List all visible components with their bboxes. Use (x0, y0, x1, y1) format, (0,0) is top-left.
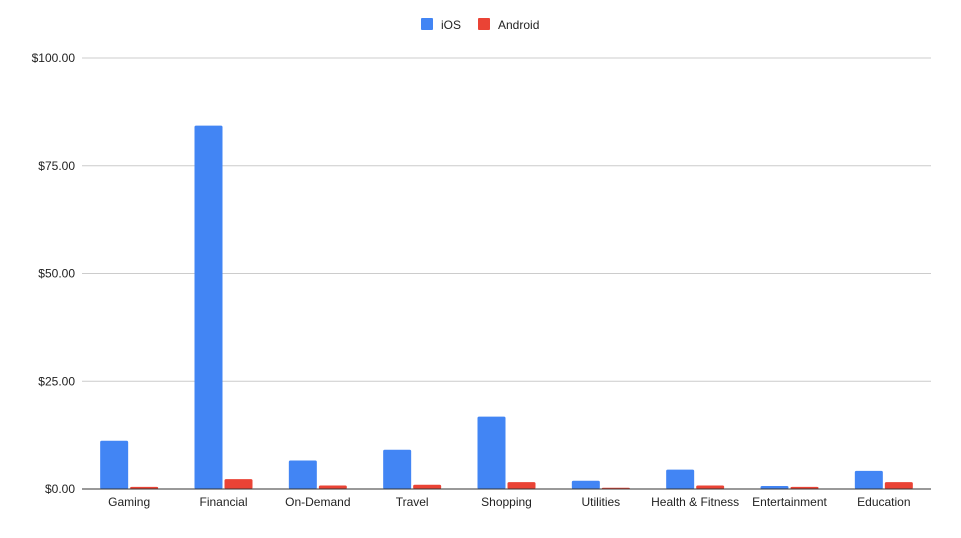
x-tick-label: Gaming (108, 495, 150, 509)
x-tick-label: Shopping (481, 495, 532, 509)
bar-android-education (884, 482, 913, 489)
bar-ios-shopping (477, 416, 506, 489)
y-tick-label: $0.00 (45, 482, 75, 496)
bar-ios-health-fitness (666, 469, 695, 489)
x-tick-label: Health & Fitness (651, 495, 739, 509)
bar-android-entertainment (790, 486, 819, 489)
grid-lines (82, 57, 931, 382)
bar-android-on-demand (318, 485, 347, 489)
x-tick-label: Travel (396, 495, 429, 509)
x-tick-label: Utilities (581, 495, 620, 509)
x-axis: Gaming Financial On-Demand Travel Shopping Ut… (82, 488, 931, 509)
bar-ios-on-demand (288, 460, 317, 489)
bar-android-shopping (507, 482, 536, 489)
y-axis: $0.00 $25.00 $50.00 $75.00 $100.00 (32, 51, 76, 496)
bar-ios-utilities (571, 480, 600, 489)
bars (100, 125, 913, 490)
bar-android-gaming (130, 486, 159, 489)
bar-ios-financial (194, 125, 223, 490)
bar-android-financial (224, 479, 253, 489)
legend-label-ios: iOS (441, 18, 461, 32)
legend-swatch-ios (421, 18, 433, 30)
x-tick-label: Entertainment (752, 495, 827, 509)
x-tick-label: On-Demand (285, 495, 350, 509)
bar-ios-gaming (100, 440, 129, 489)
bar-ios-education (854, 470, 883, 489)
y-tick-label: $100.00 (32, 51, 76, 65)
y-tick-label: $25.00 (38, 374, 75, 388)
x-tick-label: Financial (199, 495, 247, 509)
y-tick-label: $75.00 (38, 159, 75, 173)
bar-ios-travel (383, 449, 412, 489)
legend-swatch-android (478, 18, 490, 30)
bar-android-travel (413, 484, 442, 489)
bar-ios-entertainment (760, 485, 789, 489)
bar-android-health-fitness (696, 485, 725, 489)
x-tick-label: Education (857, 495, 910, 509)
chart-legend: iOS Android (421, 18, 539, 32)
legend-label-android: Android (498, 18, 539, 32)
y-tick-label: $50.00 (38, 267, 75, 281)
